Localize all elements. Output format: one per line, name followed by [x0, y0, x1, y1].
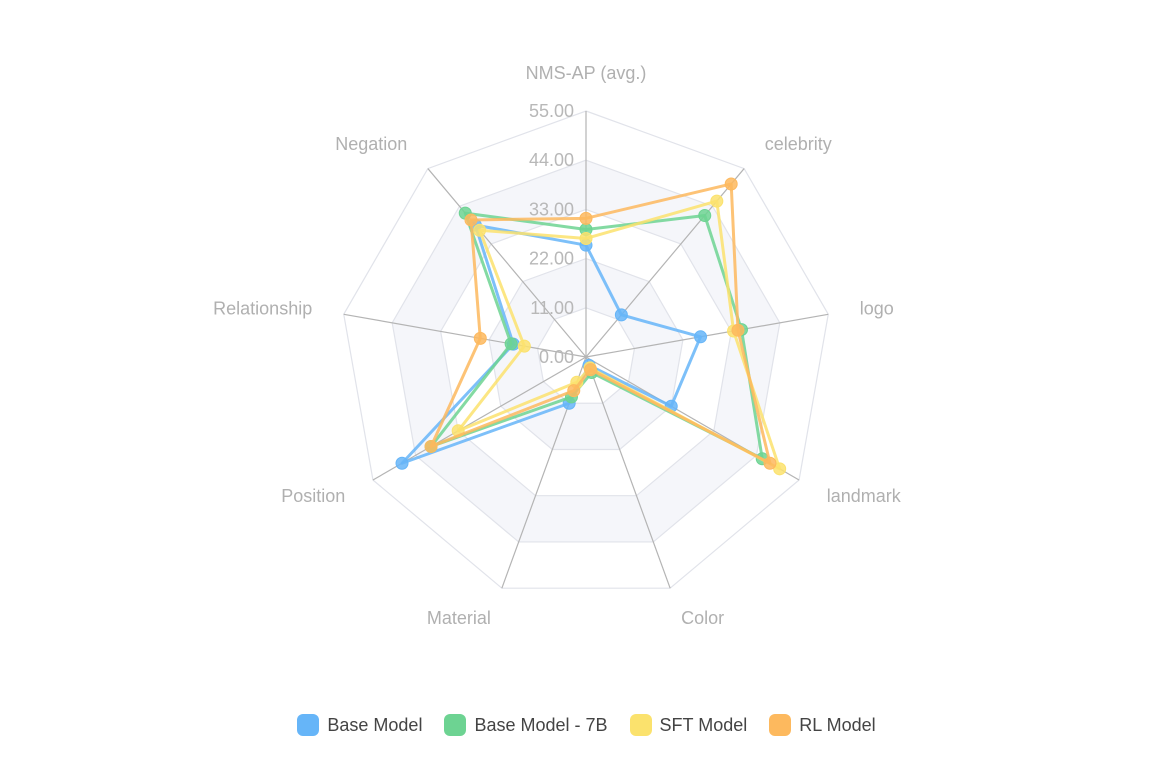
axis-label: Color — [681, 608, 724, 628]
data-point[interactable] — [464, 213, 478, 227]
data-point[interactable] — [517, 339, 531, 353]
series-rl-model — [424, 177, 777, 470]
grid-ring — [391, 159, 781, 543]
legend-swatch — [444, 714, 467, 736]
data-point[interactable] — [773, 462, 787, 476]
axis-spoke — [585, 313, 829, 358]
data-point[interactable] — [579, 211, 593, 225]
tick-label: 33.00 — [529, 199, 574, 219]
tick-label: 55.00 — [529, 101, 574, 121]
data-point[interactable] — [473, 331, 487, 345]
legend-label: RL Model — [799, 714, 876, 735]
legend-item[interactable]: SFT Model — [629, 714, 748, 736]
legend-item[interactable]: Base Model — [297, 714, 422, 736]
legend-swatch — [297, 714, 320, 736]
grid-ring — [488, 257, 684, 451]
data-point[interactable] — [424, 439, 438, 453]
axis-label: logo — [860, 299, 894, 319]
legend-swatch — [629, 714, 652, 736]
legend-label: Base Model - 7B — [474, 714, 608, 735]
data-point[interactable] — [724, 177, 738, 191]
data-point[interactable] — [710, 194, 724, 208]
tick-label: 0.00 — [539, 347, 574, 367]
data-point[interactable] — [567, 384, 581, 398]
axis-spoke — [343, 313, 587, 358]
data-point[interactable] — [395, 456, 409, 470]
legend-swatch — [769, 714, 792, 736]
axis-label: Position — [281, 486, 345, 506]
series-line — [429, 182, 772, 465]
data-point[interactable] — [584, 363, 598, 377]
axis-label: NMS-AP (avg.) — [526, 63, 647, 83]
grid-ring — [440, 208, 732, 497]
axis-label: landmark — [827, 486, 902, 506]
legend-item[interactable]: Base Model - 7B — [444, 714, 608, 736]
data-point[interactable] — [579, 231, 593, 245]
legend-item[interactable]: RL Model — [769, 714, 876, 736]
legend-label: Base Model — [327, 714, 423, 735]
tick-label: 11.00 — [530, 298, 574, 318]
data-point[interactable] — [614, 308, 628, 322]
legend-label: SFT Model — [659, 714, 748, 735]
series-line — [456, 199, 782, 471]
data-point[interactable] — [694, 330, 708, 344]
legend: Base Model Base Model - 7B SFT Model RL Mod… — [0, 714, 1173, 736]
radar-svg: 0.00 11.00 22.00 33.00 44.00 55.00 NMS-AP (av… — [213, 63, 902, 628]
data-point[interactable] — [698, 208, 712, 222]
tick-label: 22.00 — [529, 249, 574, 269]
axis-label: Negation — [335, 134, 407, 154]
axis-label: Material — [427, 608, 491, 628]
grid-ring — [343, 110, 829, 589]
data-point[interactable] — [763, 456, 777, 470]
axis-spoke — [427, 168, 587, 358]
data-point[interactable] — [731, 323, 745, 337]
data-point[interactable] — [473, 223, 487, 237]
axis-label: Relationship — [213, 299, 312, 319]
axis-label: celebrity — [765, 134, 832, 154]
data-point[interactable] — [504, 337, 518, 351]
tick-label: 44.00 — [529, 150, 574, 170]
grid-ring — [536, 307, 636, 404]
axis-spoke — [585, 356, 671, 589]
